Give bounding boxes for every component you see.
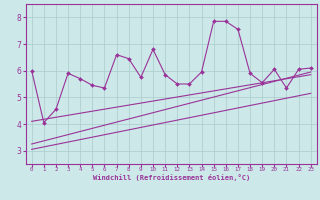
X-axis label: Windchill (Refroidissement éolien,°C): Windchill (Refroidissement éolien,°C) <box>92 174 250 181</box>
